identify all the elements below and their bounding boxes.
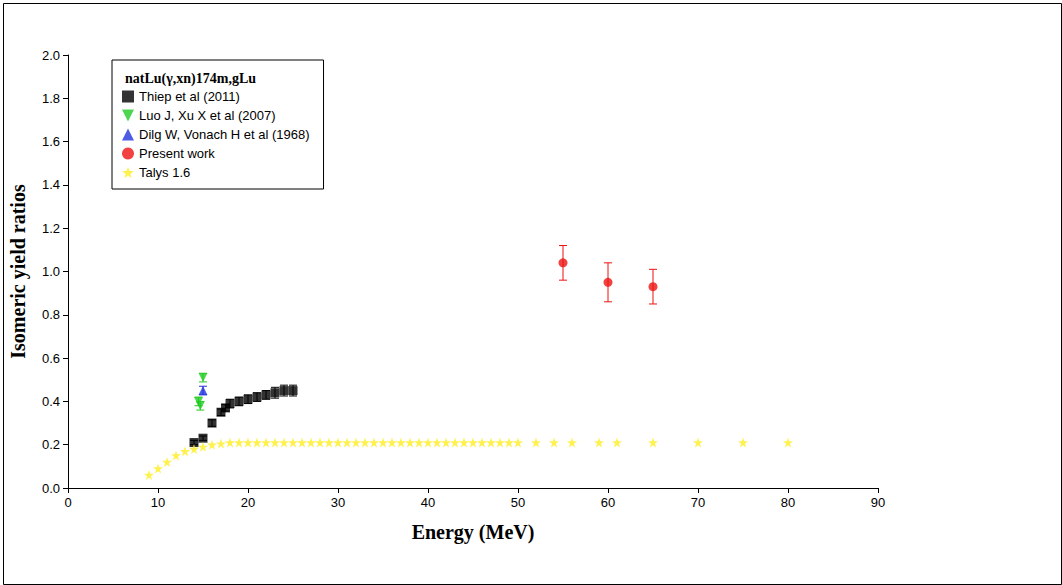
svg-text:Dilg W, Vonach H et al (1968): Dilg W, Vonach H et al (1968) — [139, 127, 310, 142]
svg-text:Present work: Present work — [139, 146, 215, 161]
svg-text:1.0: 1.0 — [42, 264, 60, 279]
svg-text:natLu(γ,xn)174m,gLu: natLu(γ,xn)174m,gLu — [125, 71, 256, 87]
svg-text:1.6: 1.6 — [42, 134, 60, 149]
svg-text:Thiep et al (2011): Thiep et al (2011) — [139, 89, 240, 104]
svg-text:Luo J, Xu X et al (2007): Luo J, Xu X et al (2007) — [139, 108, 276, 123]
svg-text:40: 40 — [421, 495, 435, 510]
svg-text:0.2: 0.2 — [42, 437, 60, 452]
svg-text:1.2: 1.2 — [42, 221, 60, 236]
svg-text:20: 20 — [241, 495, 255, 510]
svg-text:10: 10 — [151, 495, 165, 510]
svg-text:Talys 1.6: Talys 1.6 — [139, 165, 190, 180]
svg-text:1.8: 1.8 — [42, 91, 60, 106]
svg-text:0.0: 0.0 — [42, 481, 60, 496]
svg-text:60: 60 — [601, 495, 615, 510]
svg-text:0.8: 0.8 — [42, 307, 60, 322]
svg-text:2.0: 2.0 — [42, 48, 60, 63]
svg-text:Energy (MeV): Energy (MeV) — [412, 521, 535, 544]
svg-text:0.6: 0.6 — [42, 351, 60, 366]
svg-text:0.4: 0.4 — [42, 394, 60, 409]
svg-text:70: 70 — [691, 495, 705, 510]
svg-text:1.4: 1.4 — [42, 177, 60, 192]
svg-text:90: 90 — [871, 495, 885, 510]
svg-text:0: 0 — [64, 495, 71, 510]
svg-text:30: 30 — [331, 495, 345, 510]
svg-text:80: 80 — [781, 495, 795, 510]
svg-text:Isomeric yield ratios: Isomeric yield ratios — [7, 184, 30, 359]
svg-text:50: 50 — [511, 495, 525, 510]
